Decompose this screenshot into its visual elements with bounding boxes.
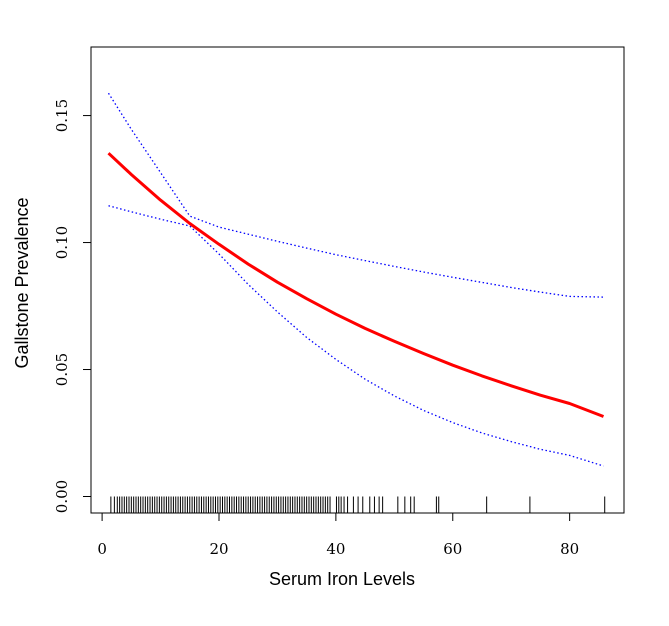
x-tick-label: 20 (209, 540, 228, 558)
fit-line (107, 152, 605, 418)
x-tick-label: 0 (97, 540, 107, 558)
series-layer (107, 92, 605, 467)
x-tick-label: 60 (443, 540, 462, 558)
y-tick-label: 0.05 (53, 353, 71, 386)
x-axis: 0 20 40 60 80 (97, 512, 579, 558)
lower-ci-line (108, 205, 604, 467)
rug-layer (110, 496, 606, 513)
x-axis-label: Serum Iron Levels (269, 569, 415, 589)
y-axis: 0.00 0.05 0.10 0.15 (53, 99, 92, 513)
plot-frame (90, 46, 625, 514)
x-tick-label: 80 (560, 540, 579, 558)
upper-ci-line (107, 92, 604, 298)
x-tick-label: 40 (326, 540, 345, 558)
y-axis-label: Gallstone Prevalence (12, 197, 32, 368)
y-tick-label: 0.10 (53, 226, 71, 259)
y-tick-label: 0.15 (53, 99, 71, 132)
y-tick-label: 0.00 (53, 480, 71, 513)
